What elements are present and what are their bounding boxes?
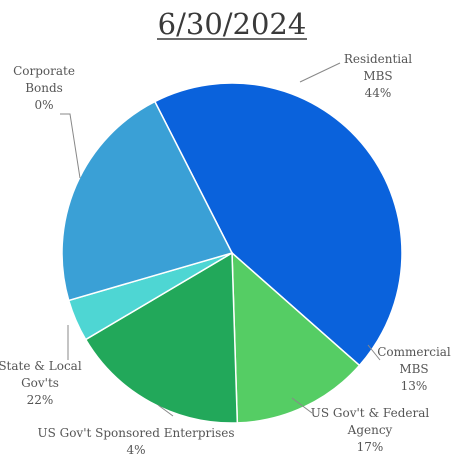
slice-labels: Residential MBS 44% Commercial MBS 13% US Gov'… [0,52,451,457]
label-value-commercial-mbs: 13% [401,379,428,393]
label-value-residential-mbs: 44% [365,86,392,100]
leader-residential-mbs [299,62,341,83]
label-residential-mbs: Residential MBS 44% [344,52,412,100]
label-state-local-gov-ts: State & Local Gov'ts 22% [0,359,82,407]
label-name-corporate-bonds: Bonds [25,81,63,95]
label-name-corporate-bonds: Corporate [13,64,75,78]
label-name-commercial-mbs: Commercial [377,345,451,359]
label-name-residential-mbs: Residential [344,52,412,66]
leader-lines [60,62,381,417]
slice-residential-mbs [153,82,403,367]
label-name-us-gov-t-federal-agency: Agency [347,423,393,437]
label-value-us-gov-t-sponsored-enterprises: 4% [126,443,145,457]
label-value-state-local-gov-ts: 22% [27,393,54,407]
label-name-commercial-mbs: MBS [399,362,428,376]
leader-corporate-bonds [60,113,81,179]
label-us-gov-t-federal-agency: US Gov't & Federal Agency 17% [311,406,430,454]
chart-title: 6/30/2024 [158,7,307,41]
pie-slices [61,82,403,424]
label-name-residential-mbs: MBS [363,69,392,83]
label-value-us-gov-t-federal-agency: 17% [357,440,384,454]
slice-state-local-gov-ts [61,100,234,302]
label-us-gov-t-sponsored-enterprises: US Gov't Sponsored Enterprises 4% [37,426,234,457]
leader-us-gov-t-sponsored-enterprises [157,404,174,417]
label-commercial-mbs: Commercial MBS 13% [377,345,451,393]
label-name-us-gov-t-sponsored-enterprises: US Gov't Sponsored Enterprises [37,426,234,440]
label-name-state-local-gov-ts: State & Local [0,359,82,373]
label-corporate-bonds: Corporate Bonds 0% [13,64,75,112]
slice-us-gov-t-federal-agency [84,251,239,424]
leader-us-gov-t-federal-agency [291,397,313,414]
label-name-state-local-gov-ts: Gov'ts [21,376,59,390]
label-value-corporate-bonds: 0% [34,98,53,112]
label-name-us-gov-t-federal-agency: US Gov't & Federal [311,406,430,420]
leader-commercial-mbs [367,344,381,361]
